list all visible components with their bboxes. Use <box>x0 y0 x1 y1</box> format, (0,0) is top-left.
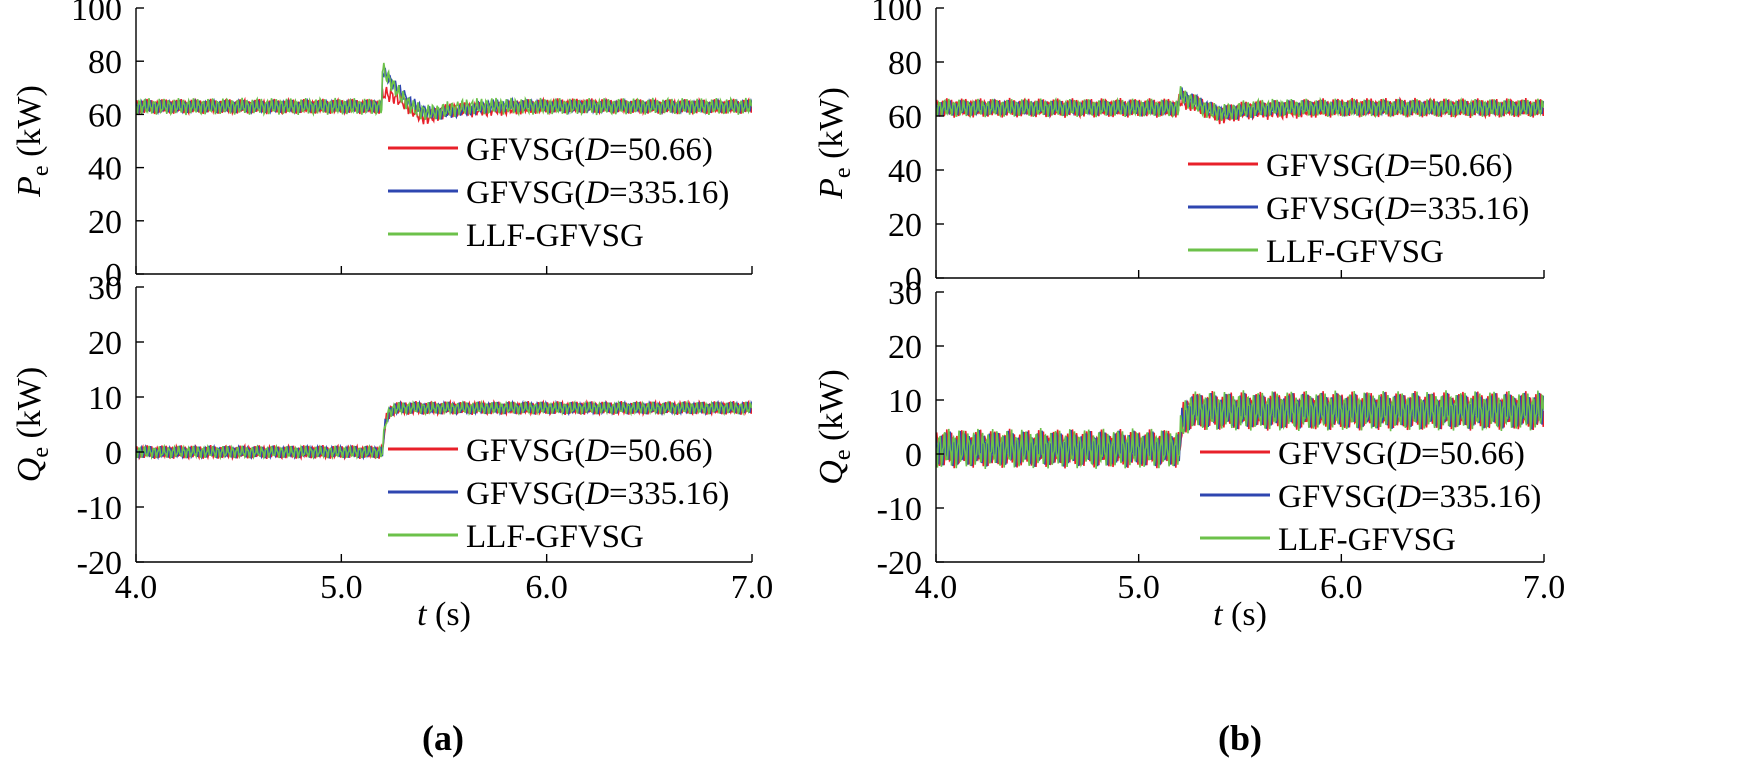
panel-caption: (b) <box>1218 718 1262 758</box>
y-tick-label: 20 <box>888 329 922 366</box>
y-tick-label: 20 <box>88 204 122 241</box>
legend: GFVSG(D=50.66) GFVSG(D=335.16) LLF-GFVSG <box>1188 148 1529 270</box>
y-tick-label: 60 <box>888 99 922 136</box>
y-tick-label: 0 <box>105 257 122 294</box>
y-tick-label: 40 <box>888 153 922 190</box>
y-axis-label: Pe (kW) <box>11 85 54 198</box>
subplot-b-qe: -20 -10 0 10 20 30 4.0 5.0 6.0 7.0 Qe (kW) GFVSG(D=… <box>813 275 1565 606</box>
legend-label: GFVSG(D=335.16) <box>466 476 729 512</box>
x-axis-label: t (s) <box>1213 596 1267 633</box>
legend: GFVSG(D=50.66) GFVSG(D=335.16) LLF-GFVSG <box>388 132 729 254</box>
legend-label: LLF-GFVSG <box>466 218 644 254</box>
series-line-green <box>936 86 1544 121</box>
y-tick-label: 10 <box>88 380 122 417</box>
x-tick-label: 7.0 <box>731 569 774 606</box>
x-tick-label: 5.0 <box>1117 569 1160 606</box>
legend-label: GFVSG(D=50.66) <box>1266 148 1513 184</box>
y-tick-label: 30 <box>88 270 122 307</box>
x-tick-label: 6.0 <box>525 569 568 606</box>
legend-label: LLF-GFVSG <box>1278 522 1456 558</box>
y-tick-label: -10 <box>877 491 922 528</box>
y-tick-label: 30 <box>888 275 922 312</box>
y-tick-label: -20 <box>877 545 922 582</box>
y-tick-label: 100 <box>871 0 922 28</box>
legend-label: LLF-GFVSG <box>1266 234 1444 270</box>
y-tick-label: 20 <box>88 325 122 362</box>
series-line-green <box>136 399 752 461</box>
y-tick-label: 10 <box>888 383 922 420</box>
y-axis-label: Pe (kW) <box>813 87 856 200</box>
y-tick-label: 80 <box>88 44 122 81</box>
y-tick-label: -20 <box>77 545 122 582</box>
y-axis-label: Qe (kW) <box>813 369 856 484</box>
y-tick-label: 100 <box>71 0 122 28</box>
legend: GFVSG(D=50.66) GFVSG(D=335.16) LLF-GFVSG <box>1200 436 1541 558</box>
y-tick-label: 60 <box>88 97 122 134</box>
x-tick-label: 4.0 <box>115 569 158 606</box>
x-axis-label: t (s) <box>417 596 471 633</box>
series-line-green <box>136 62 752 120</box>
series-line-blue <box>136 399 752 461</box>
y-axis-label: Qe (kW) <box>11 367 54 482</box>
x-tick-label: 4.0 <box>915 569 958 606</box>
legend-label: GFVSG(D=335.16) <box>1278 479 1541 515</box>
y-tick-label: 0 <box>105 435 122 472</box>
legend-label: GFVSG(D=50.66) <box>1278 436 1525 472</box>
series-line-green <box>936 390 1544 470</box>
legend-label: GFVSG(D=335.16) <box>466 175 729 211</box>
panel-caption: (a) <box>422 718 464 758</box>
subplot-a-qe: -20 -10 0 10 20 30 4.0 5.0 6.0 7.0 Qe (kW) GFVSG(D=… <box>11 270 773 606</box>
legend: GFVSG(D=50.66) GFVSG(D=335.16) LLF-GFVSG <box>388 433 729 555</box>
y-tick-label: 0 <box>905 261 922 298</box>
y-tick-label: 40 <box>88 151 122 188</box>
x-tick-label: 6.0 <box>1320 569 1363 606</box>
y-tick-label: 20 <box>888 207 922 244</box>
y-tick-label: -10 <box>77 490 122 527</box>
legend-label: GFVSG(D=50.66) <box>466 132 713 168</box>
x-tick-label: 5.0 <box>320 569 363 606</box>
x-tick-label: 7.0 <box>1523 569 1566 606</box>
legend-label: GFVSG(D=50.66) <box>466 433 713 469</box>
y-tick-label: 80 <box>888 45 922 82</box>
legend-label: GFVSG(D=335.16) <box>1266 191 1529 227</box>
legend-label: LLF-GFVSG <box>466 519 644 555</box>
y-tick-label: 0 <box>905 437 922 474</box>
